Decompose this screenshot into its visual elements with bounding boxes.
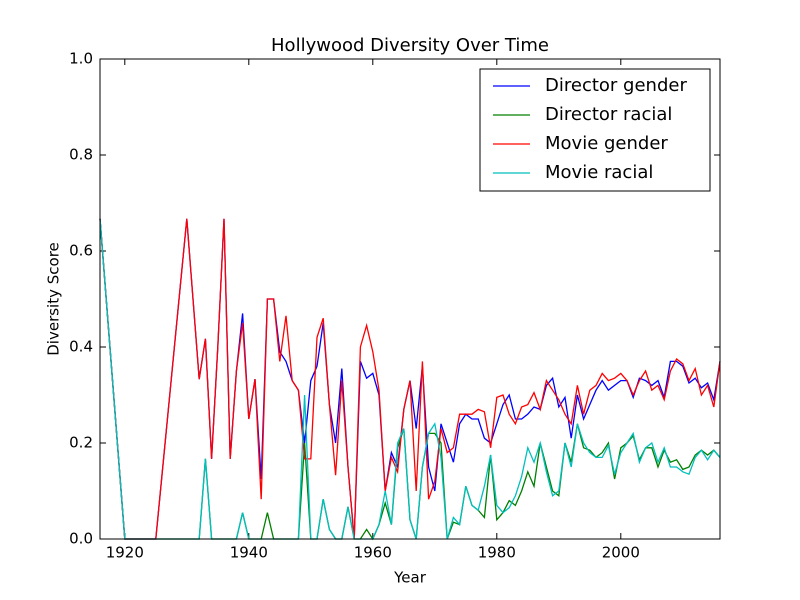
x-tick-label: 1960 — [354, 544, 392, 562]
y-tick-label: 0.0 — [69, 530, 93, 548]
x-tick-label: 2000 — [602, 544, 640, 562]
y-tick-label: 0.2 — [69, 434, 93, 452]
y-axis-label: Diversity Score — [45, 242, 63, 356]
y-tick-label: 1.0 — [69, 50, 93, 68]
series-line — [99, 218, 721, 541]
x-tick-label: 1980 — [478, 544, 516, 562]
legend-label: Movie gender — [545, 133, 668, 154]
series-line — [99, 218, 721, 540]
y-tick-label: 0.6 — [69, 242, 93, 260]
legend-box — [479, 68, 711, 192]
legend-label: Director racial — [545, 104, 672, 125]
legend-label: Director gender — [545, 75, 687, 96]
series-line — [99, 218, 721, 540]
x-axis-label: Year — [393, 569, 427, 587]
y-tick-label: 0.8 — [69, 146, 93, 164]
x-tick-label: 1920 — [106, 544, 144, 562]
legend-label: Movie racial — [545, 162, 653, 183]
series-line — [99, 218, 721, 540]
chart-title: Hollywood Diversity Over Time — [271, 35, 549, 56]
y-tick-label: 0.4 — [69, 338, 93, 356]
x-tick-label: 1940 — [230, 544, 268, 562]
plot-frame — [99, 58, 721, 540]
